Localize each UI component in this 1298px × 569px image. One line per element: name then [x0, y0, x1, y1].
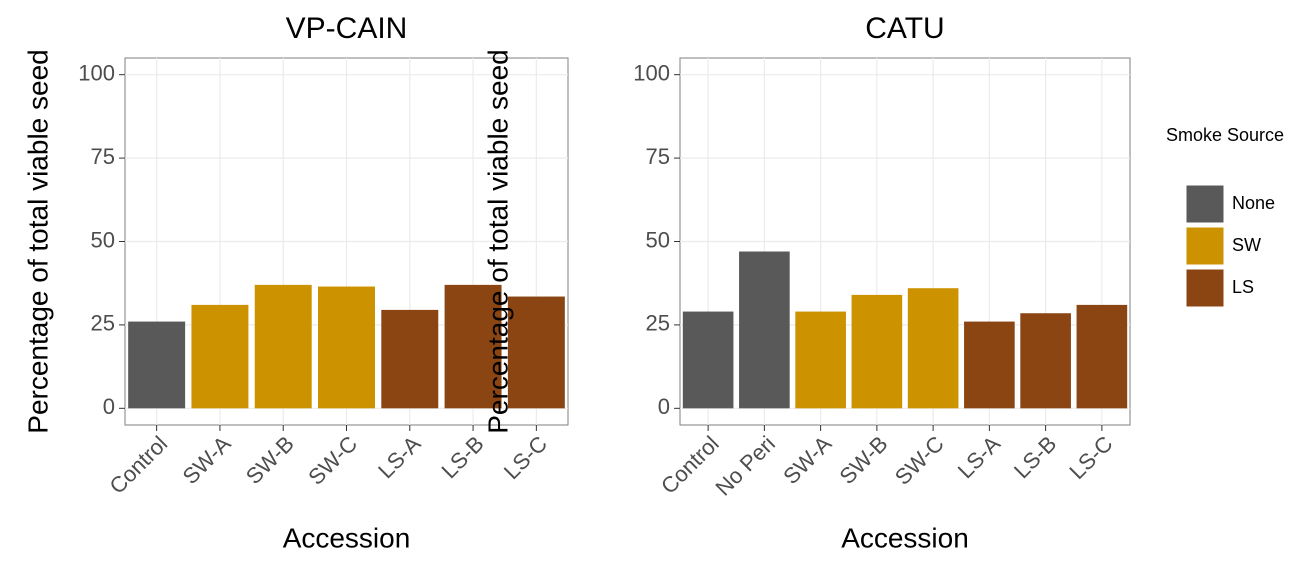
- legend-label: None: [1232, 193, 1275, 213]
- x-tick-label: SW-B: [241, 431, 299, 489]
- y-tick-label: 0: [103, 394, 115, 419]
- y-axis-title: Percentage of total viable seed: [22, 49, 53, 433]
- bar: [381, 309, 439, 409]
- chart-title: VP-CAIN: [286, 12, 408, 45]
- bar: [851, 294, 903, 409]
- x-tick-label: LS-C: [1064, 431, 1117, 484]
- legend-title: Smoke Source: [1166, 125, 1284, 145]
- bar: [795, 311, 846, 409]
- x-tick-label: SW-B: [835, 431, 893, 489]
- y-tick-label: 100: [78, 60, 115, 85]
- x-tick-label: SW-A: [178, 431, 236, 489]
- legend-key: [1185, 226, 1225, 266]
- bar: [739, 251, 790, 409]
- legend-label: LS: [1232, 277, 1254, 297]
- bar: [191, 304, 249, 409]
- x-tick-label: SW-A: [778, 431, 836, 489]
- x-tick-label: No Peri: [710, 431, 780, 501]
- x-tick-label: SW-C: [303, 431, 362, 490]
- y-tick-label: 25: [646, 311, 670, 336]
- bar: [507, 296, 565, 409]
- legend-label: SW: [1232, 235, 1261, 255]
- bar: [964, 321, 1015, 409]
- x-tick-label: LS-B: [1009, 431, 1061, 483]
- legend-key: [1185, 268, 1225, 308]
- bar: [682, 311, 734, 409]
- y-tick-label: 0: [658, 394, 670, 419]
- chart-title: CATU: [865, 12, 944, 45]
- y-tick-label: 50: [646, 227, 670, 252]
- bar: [318, 286, 375, 409]
- x-axis-title: Accession: [841, 522, 969, 553]
- bar: [444, 284, 502, 409]
- y-tick-label: 50: [91, 227, 115, 252]
- y-axis-title: Percentage of total viable seed: [482, 49, 513, 433]
- x-tick-label: LS-A: [953, 431, 1005, 483]
- y-tick-label: 75: [646, 144, 670, 169]
- x-tick-label: SW-C: [890, 431, 949, 490]
- x-tick-label: Control: [656, 431, 724, 499]
- y-tick-label: 100: [633, 60, 670, 85]
- bar: [1076, 304, 1128, 409]
- y-tick-label: 75: [91, 144, 115, 169]
- y-tick-label: 25: [91, 311, 115, 336]
- x-axis-title: Accession: [283, 522, 411, 553]
- bar: [254, 284, 312, 409]
- legend-key: [1185, 184, 1225, 224]
- bar: [128, 321, 186, 409]
- x-tick-label: LS-B: [436, 431, 488, 483]
- bar: [907, 288, 959, 409]
- bar: [1020, 313, 1071, 409]
- x-tick-label: LS-A: [373, 431, 425, 483]
- x-tick-label: Control: [104, 431, 172, 499]
- x-tick-label: LS-C: [499, 431, 552, 484]
